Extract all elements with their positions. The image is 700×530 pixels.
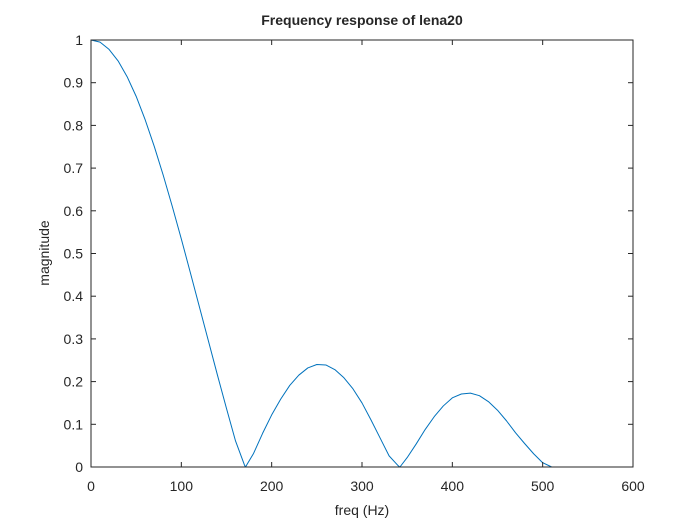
x-tick-label-3: 300 (350, 478, 374, 494)
series-line-0 (90, 39, 552, 468)
plot-area (91, 40, 633, 467)
y-tick-label-9: 0.9 (64, 75, 84, 91)
y-tick-label-3: 0.3 (64, 331, 84, 347)
series-layer (90, 39, 552, 468)
x-tick-label-1: 100 (170, 478, 194, 494)
y-tick-label-7: 0.7 (64, 160, 84, 176)
y-tick-label-5: 0.5 (64, 246, 84, 262)
tick-layer: 0 100 200 300 400 500 600 0 0.1 0.2 0.3 0.4 0.5 0.6 0.… (64, 32, 645, 494)
x-tick-label-0: 0 (87, 478, 95, 494)
x-tick-label-6: 600 (621, 478, 645, 494)
y-axis-label: magnitude (36, 220, 52, 286)
x-axis-label: freq (Hz) (335, 502, 389, 518)
y-tick-label-10: 1 (75, 32, 83, 48)
y-tick-label-1: 0.1 (64, 416, 84, 432)
x-tick-label-4: 400 (441, 478, 465, 494)
y-tick-label-2: 0.2 (64, 374, 84, 390)
y-tick-label-0: 0 (75, 459, 83, 475)
y-tick-label-8: 0.8 (64, 117, 84, 133)
chart-title: Frequency response of lena20 (261, 12, 463, 28)
x-tick-label-5: 500 (531, 478, 555, 494)
x-tick-label-2: 200 (260, 478, 284, 494)
y-tick-label-4: 0.4 (64, 288, 84, 304)
y-tick-label-6: 0.6 (64, 203, 84, 219)
